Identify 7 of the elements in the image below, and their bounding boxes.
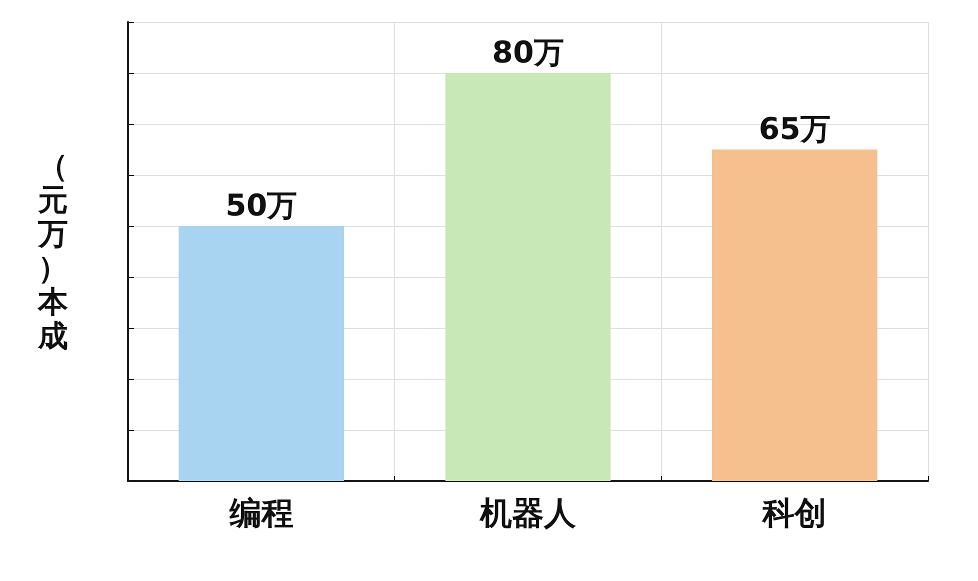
x-tick-label: 编程 (228, 494, 294, 532)
data-label: 50万 (225, 188, 298, 224)
data-label: 65万 (758, 112, 831, 147)
data-label: 80万 (492, 36, 564, 70)
x-tick-label: 科创 (762, 494, 827, 532)
x-tick-label: 机器人 (479, 494, 577, 532)
y-axis-title: （元万）本成 (37, 149, 69, 354)
